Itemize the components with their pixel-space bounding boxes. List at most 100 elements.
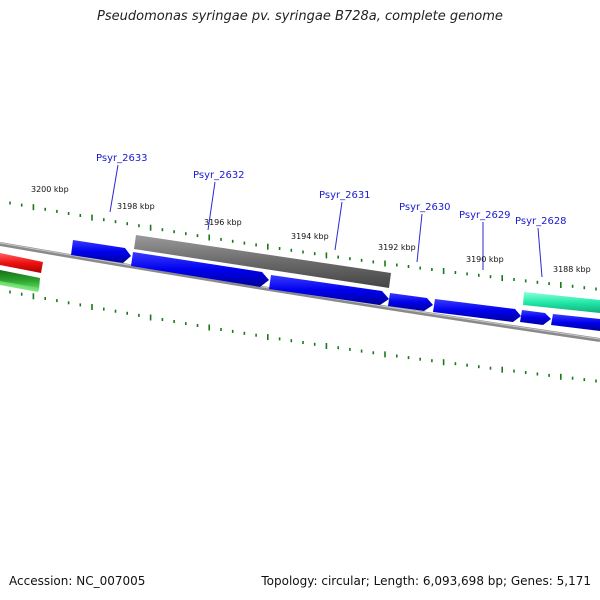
scale-tick-lower-minor [302,341,304,344]
scale-tick-lower-minor [114,309,117,313]
scale-tick-lower-minor [185,322,187,326]
scale-tick-lower-major [208,324,210,331]
scale-tick-upper-minor [419,266,421,270]
scale-tick-lower-major [384,351,386,358]
scale-tick-lower-minor [138,313,140,317]
scale-tick-upper-minor [466,272,468,276]
topology-summary-text: Topology: circular; Length: 6,093,698 bp… [261,574,591,588]
scale-tick-upper-minor [196,234,199,238]
scale-tick-upper-major [384,260,386,267]
scale-tick-upper-minor [44,207,46,211]
cds-feature-red[interactable] [0,253,43,273]
gene-label-psyr-2632[interactable]: Psyr_2632 [193,170,245,181]
scale-tick-upper-minor [478,273,480,277]
scale-tick-lower-major [442,359,445,366]
callout-line-psyr-2632 [207,181,216,231]
callout-line-psyr-2631 [334,201,343,251]
cds-feature-green-light[interactable] [0,281,39,292]
scale-tick-lower-minor [513,369,515,373]
cds-feature-psyr-2633[interactable] [71,240,131,263]
cds-feature-blue-right[interactable] [551,314,600,331]
scale-tick-upper-minor [337,255,339,259]
scale-tick-upper-minor [513,278,515,281]
gene-label-psyr-2633[interactable]: Psyr_2633 [96,153,148,164]
scale-tick-upper-minor [138,224,140,228]
map-title: Pseudomonas syringae pv. syringae B728a,… [97,9,503,24]
cds-feature-psyr-2632[interactable] [134,235,391,288]
gene-label-psyr-2628[interactable]: Psyr_2628 [515,216,567,227]
scale-tick-lower-minor [548,373,550,377]
scale-tick-lower-major [91,304,93,310]
scale-tick-upper-minor [536,280,539,284]
scale-label-3196: 3196 kbp [204,218,242,227]
scale-tick-upper-minor [290,248,293,252]
scale-tick-upper-major [267,243,269,250]
cds-feature-psyr-2629[interactable] [433,299,521,322]
scale-tick-upper-minor [431,268,433,271]
cds-feature-psyr-2628[interactable] [520,310,551,325]
cds-feature-green[interactable] [0,270,40,290]
cds-feature-psyr-2630[interactable] [388,293,433,311]
cds-feature-psyr-2631[interactable] [269,275,389,305]
scale-tick-lower-minor [243,331,246,335]
scale-tick-upper-minor [79,214,82,217]
scale-tick-upper-minor [302,250,304,254]
scale-tick-lower-minor [478,365,480,369]
scale-tick-lower-minor [360,349,363,353]
scale-tick-upper-minor [524,279,527,283]
scale-tick-lower-major [325,343,328,349]
scale-tick-lower-minor [454,362,457,366]
scale-tick-lower-major [267,334,269,341]
scale-tick-upper-minor [489,275,492,279]
scale-tick-lower-major [560,373,562,380]
scale-tick-lower-minor [44,297,46,300]
scale-tick-upper-major [560,282,562,288]
scale-tick-lower-minor [489,366,492,370]
scale-tick-lower-minor [466,363,468,367]
scale-tick-lower-minor [9,290,11,294]
scale-tick-lower-minor [595,379,597,383]
scale-tick-lower-minor [196,324,199,327]
scale-tick-lower-minor [67,301,70,305]
scale-tick-upper-minor [372,260,375,264]
scale-tick-lower-major [149,314,152,321]
scale-tick-lower-minor [161,318,164,321]
gene-label-psyr-2630[interactable]: Psyr_2630 [399,202,451,213]
scale-tick-lower-minor [20,292,23,296]
scale-tick-lower-minor [278,337,281,341]
scale-tick-upper-minor [571,284,574,288]
scale-tick-upper-minor [173,230,175,234]
scale-tick-lower-minor [337,346,339,350]
scale-label-3192: 3192 kbp [378,243,416,252]
scale-tick-lower-minor [56,299,58,303]
scale-tick-upper-major [325,252,328,259]
accession-text: Accession: NC_007005 [9,574,146,588]
cds-feature-blue-2[interactable] [131,252,269,287]
scale-tick-upper-minor [220,237,222,241]
scale-tick-upper-major [208,234,210,241]
scale-tick-upper-minor [548,282,550,286]
scale-tick-lower-minor [571,376,574,380]
scale-tick-upper-major [32,204,35,211]
scale-tick-upper-minor [161,228,164,232]
scale-tick-upper-minor [583,286,586,290]
scale-tick-lower-minor [583,378,586,382]
scale-tick-upper-major [442,268,445,274]
scale-tick-upper-minor [595,287,597,291]
scale-tick-lower-minor [220,328,222,331]
genome-backbone [0,242,600,342]
cds-feature-teal[interactable] [523,292,600,313]
scale-tick-upper-minor [313,252,316,256]
gene-label-psyr-2629[interactable]: Psyr_2629 [459,210,511,221]
scale-tick-lower-minor [126,311,128,315]
callout-line-psyr-2628 [537,227,543,278]
scale-tick-lower-minor [396,354,398,358]
scale-tick-upper-minor [185,232,187,236]
scale-tick-upper-minor [103,218,105,222]
scale-tick-upper-minor [126,222,128,226]
scale-ticks-lower [9,290,597,383]
scale-tick-upper-minor [67,212,70,215]
gene-label-psyr-2631[interactable]: Psyr_2631 [319,190,371,201]
scale-tick-lower-minor [524,371,527,374]
